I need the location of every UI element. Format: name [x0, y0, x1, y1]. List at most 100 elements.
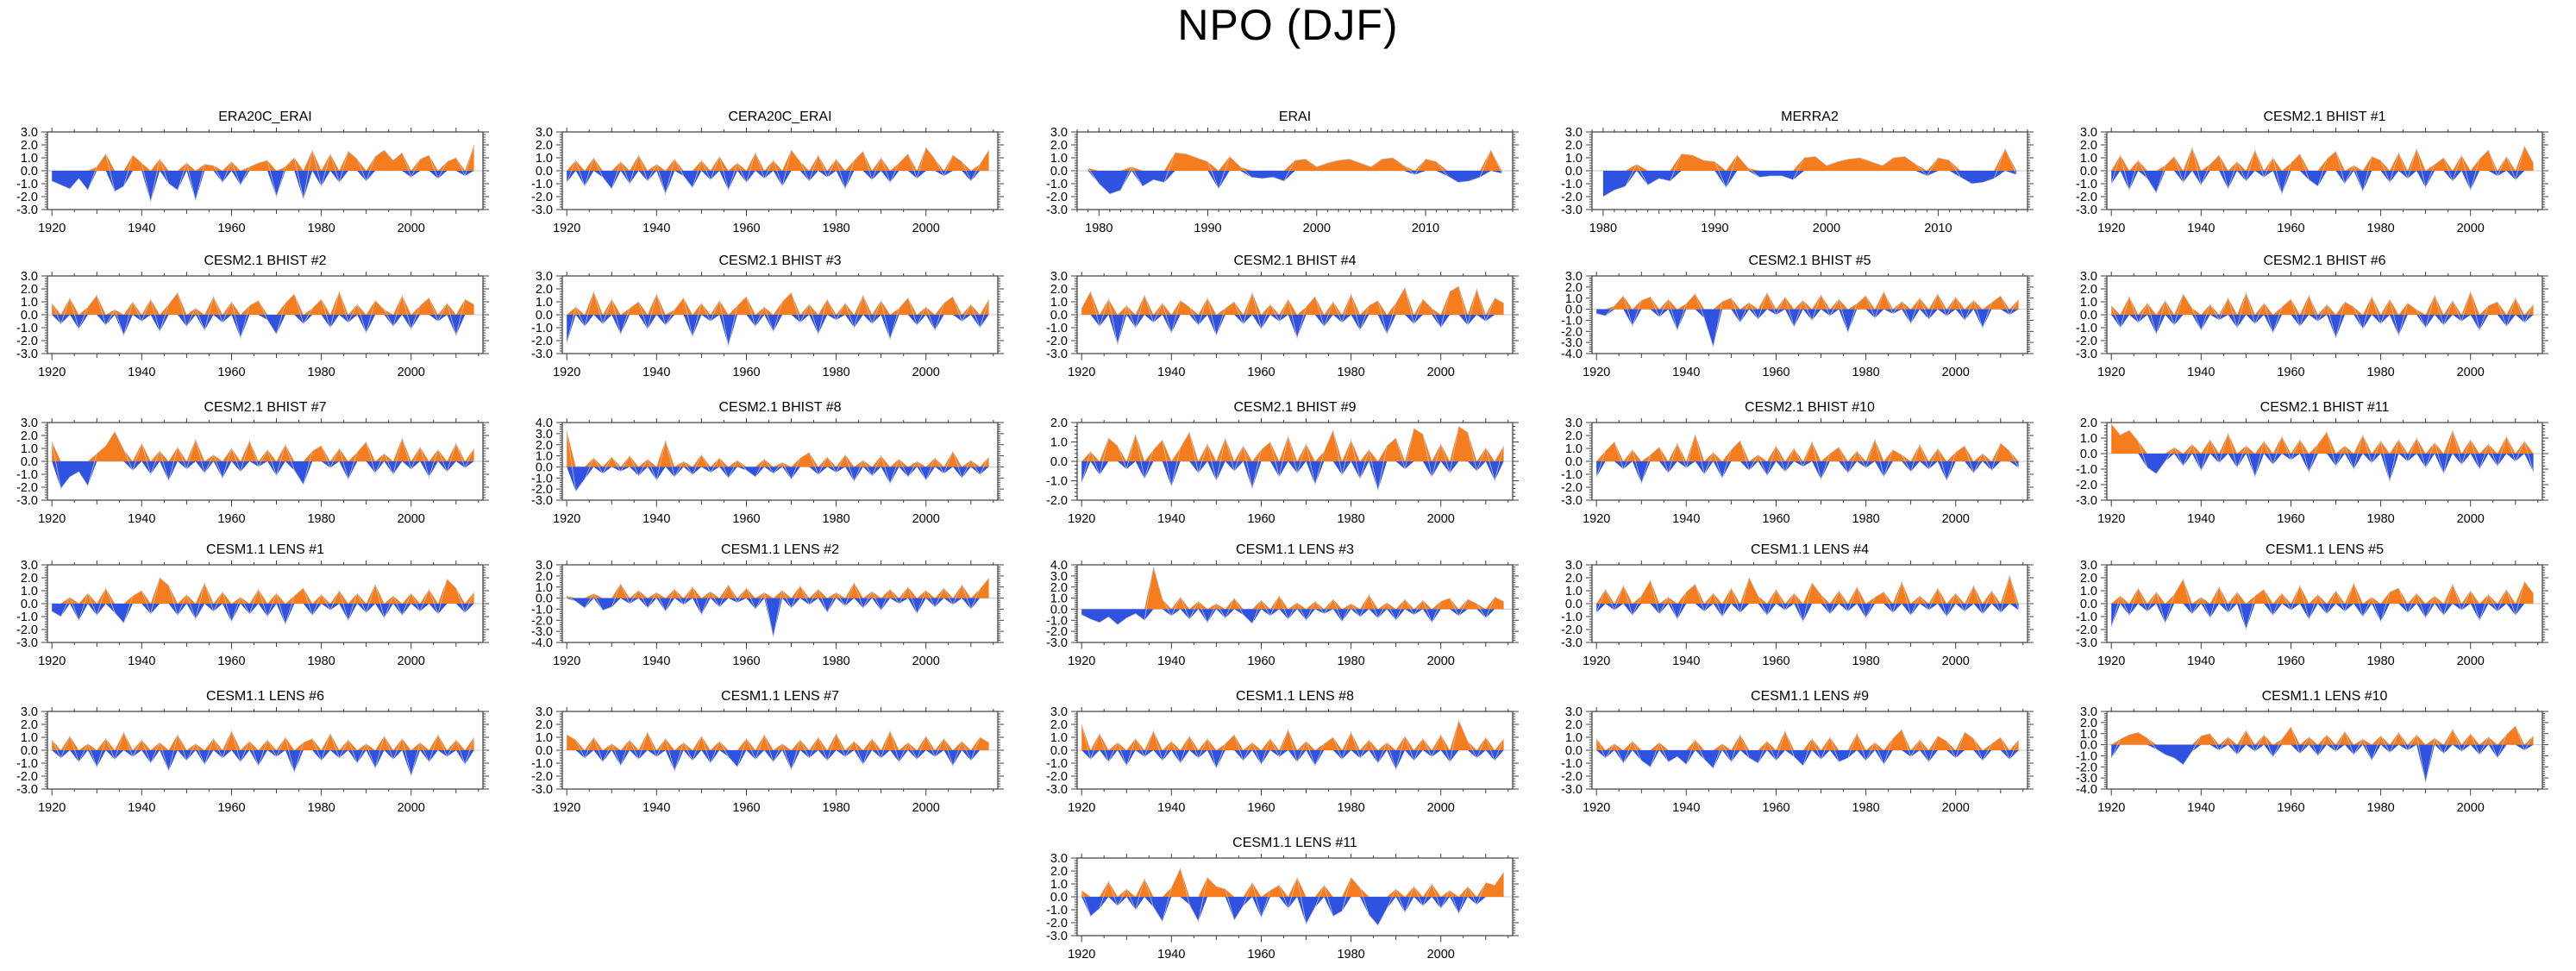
- y-tick-label: 1.0: [536, 581, 553, 595]
- y-tick-label: 2.0: [1050, 581, 1068, 595]
- anomaly-curve: [1595, 729, 2019, 769]
- y-tick-label: -1.0: [531, 472, 553, 486]
- y-tick-label: -1.0: [531, 178, 553, 191]
- panel-title: CESM2.1 BHIST #4: [1233, 254, 1357, 268]
- y-tick-label: -3.0: [2076, 348, 2097, 361]
- positive-anomaly-area: [567, 430, 989, 467]
- x-tick-label: 1920: [1583, 512, 1610, 526]
- x-tick-label: 1980: [822, 512, 849, 526]
- y-tick-label: -2.0: [531, 191, 553, 204]
- x-tick-label: 1980: [1852, 655, 1879, 668]
- x-tick-label: 1920: [553, 222, 580, 235]
- positive-anomaly-area: [2111, 146, 2534, 171]
- x-tick-label: 1980: [1337, 512, 1364, 526]
- plot-frame: [1076, 857, 1514, 937]
- chart-panel: CESM1.1 LENS #9 3.0 2.0 1.0 0.0 -1.0 -2.0 -3.0 1…: [1545, 689, 2059, 820]
- y-tick-label: -4.0: [1561, 348, 1583, 361]
- x-tick-label: 1960: [1762, 801, 1789, 815]
- chart-panel: CESM2.1 BHIST #11 2.0 1.0 0.0 -1.0 -2.0 -3.0 19…: [2059, 400, 2574, 531]
- y-tick-label: -2.0: [1046, 191, 1068, 204]
- y-tick-label: 2.0: [21, 718, 38, 732]
- y-tick-label: -1.0: [16, 611, 38, 624]
- plot-frame: [1591, 275, 2028, 354]
- x-tick-label: 1940: [1157, 512, 1185, 526]
- y-tick-label: -3.0: [16, 494, 38, 508]
- y-tick-label: 0.0: [536, 165, 553, 179]
- anomaly-curve: [51, 430, 474, 490]
- x-tick-label: 1920: [38, 801, 66, 815]
- y-tick-label: 3.0: [21, 561, 38, 573]
- y-tick-label: -2.0: [16, 770, 38, 784]
- y-tick-label: 3.0: [1565, 561, 1583, 573]
- x-tick-label: 1940: [2187, 222, 2215, 235]
- anomaly-curve: [566, 147, 989, 196]
- x-tick-label: 1960: [2277, 366, 2304, 379]
- tick-marks: [41, 561, 489, 649]
- x-tick-label: 2000: [2457, 655, 2485, 668]
- anomaly-curve: [567, 730, 989, 773]
- chart-panel: CESM1.1 LENS #3 4.0 3.0 2.0 1.0 0.0 -1.0 -2.0 -3…: [1030, 542, 1545, 673]
- x-tick-label: 1940: [2187, 366, 2215, 379]
- x-tick-label: 1980: [822, 222, 849, 235]
- y-tick-label: 1.0: [1565, 731, 1583, 745]
- y-tick-label: -1.0: [1046, 614, 1068, 628]
- chart-panel: CESM1.1 LENS #7 3.0 2.0 1.0 0.0 -1.0 -2.0 -3.0 1…: [515, 689, 1030, 820]
- y-tick-label: -3.0: [531, 348, 553, 361]
- plot-frame: [2106, 422, 2543, 501]
- negative-anomaly-area: [1596, 309, 2019, 348]
- y-tick-label: 3.0: [536, 272, 553, 284]
- y-tick-label: 1.0: [21, 731, 38, 745]
- x-tick-label: 1960: [2277, 222, 2304, 235]
- negative-anomaly-area: [567, 467, 989, 492]
- positive-anomaly-area: [567, 147, 989, 171]
- plot-frame: [1076, 422, 1514, 501]
- y-tick-label: -3.0: [16, 783, 38, 797]
- y-tick-label: -2.0: [1561, 325, 1583, 339]
- y-tick-label: -1.0: [1046, 757, 1068, 771]
- x-tick-label: 1920: [553, 366, 580, 379]
- y-tick-label: -2.0: [1046, 625, 1068, 639]
- y-tick-label: 0.0: [21, 744, 38, 758]
- chart-panel: CESM2.1 BHIST #7 3.0 2.0 1.0 0.0 -1.0 -2.0 -3.0…: [0, 400, 515, 531]
- x-tick-label: 2000: [398, 655, 425, 668]
- positive-anomaly-area: [1081, 286, 1504, 315]
- chart-panel: CESM2.1 BHIST #2 3.0 2.0 1.0 0.0 -1.0 -2.0 -3.0…: [0, 254, 515, 385]
- y-tick-label: 3.0: [2080, 272, 2097, 284]
- x-tick-label: 1960: [217, 512, 245, 526]
- plot-frame: [1591, 711, 2028, 790]
- chart-panel: CESM2.1 BHIST #3 3.0 2.0 1.0 0.0 -1.0 -2.0 -3.0…: [515, 254, 1030, 385]
- anomaly-curve: [52, 144, 474, 203]
- y-tick-label: -1.0: [2076, 749, 2097, 763]
- negative-anomaly-area: [2111, 171, 2534, 194]
- x-tick-label: 1960: [217, 801, 245, 815]
- y-tick-label: 0.0: [1050, 603, 1068, 617]
- x-tick-label: 1920: [2097, 366, 2125, 379]
- anomaly-curve: [2110, 578, 2534, 630]
- y-tick-label: 1.0: [1565, 585, 1583, 598]
- x-tick-label: 1980: [2366, 366, 2394, 379]
- y-tick-label: -1.0: [1046, 904, 1068, 918]
- y-tick-label: -4.0: [531, 636, 553, 650]
- panel-title: CESM2.1 BHIST #9: [1233, 400, 1357, 415]
- negative-anomaly-area: [567, 315, 989, 346]
- x-tick-label: 2000: [398, 512, 425, 526]
- positive-anomaly-area: [1081, 426, 1504, 461]
- x-tick-label: 2000: [1427, 512, 1455, 526]
- y-tick-label: 3.0: [1050, 272, 1068, 284]
- anomaly-curve: [1595, 434, 2019, 485]
- y-tick-label: 2.0: [2080, 283, 2097, 297]
- y-tick-label: 2.0: [1565, 139, 1583, 153]
- x-tick-label: 2010: [1412, 222, 1439, 235]
- y-tick-label: 2.0: [536, 718, 553, 732]
- y-tick-label: -1.0: [16, 178, 38, 191]
- y-tick-label: -2.0: [1046, 917, 1068, 930]
- y-tick-label: -2.0: [1046, 770, 1068, 784]
